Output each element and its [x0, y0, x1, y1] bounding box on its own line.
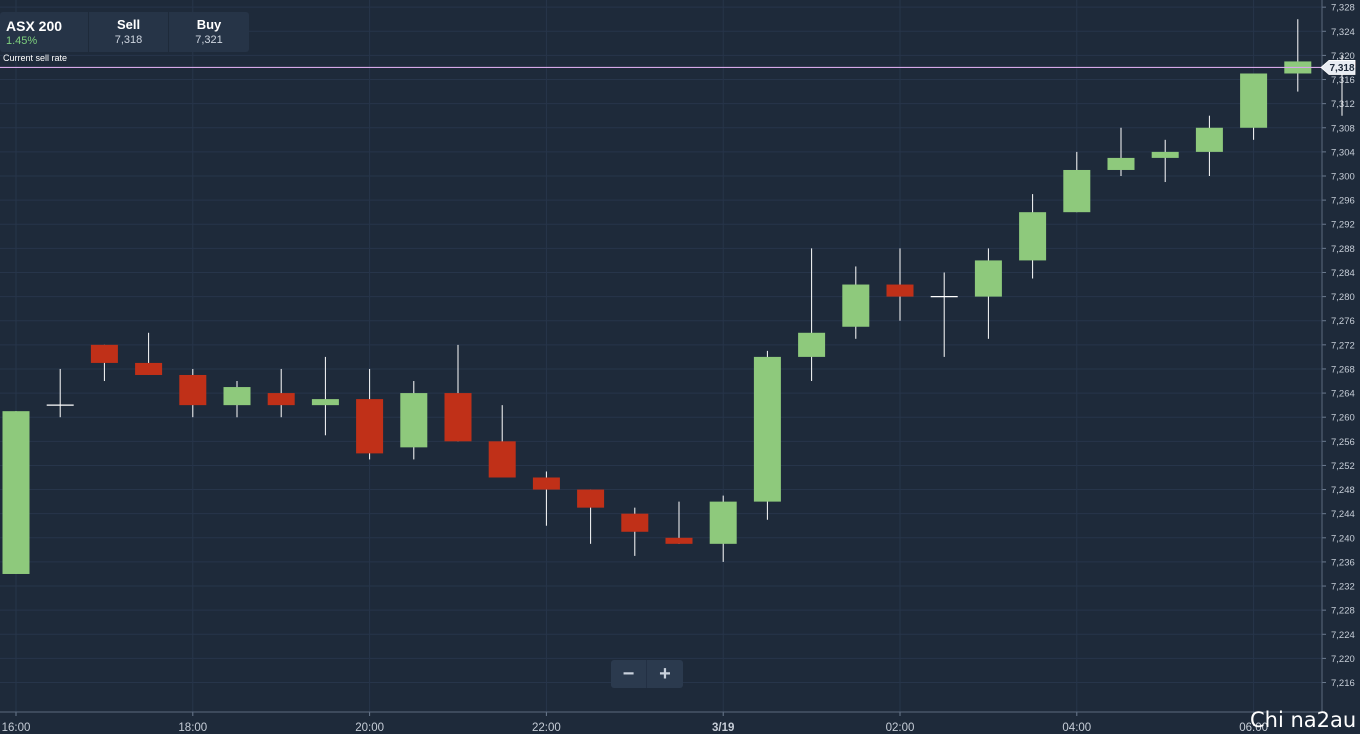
y-axis-tick-label: 7,316 — [1331, 75, 1355, 86]
candle-body-up[interactable] — [1063, 169, 1091, 213]
current-price-marker — [1320, 60, 1356, 75]
zoom-controls: − + — [611, 660, 683, 688]
x-axis-tick-label: 06:00 — [1239, 722, 1268, 734]
zoom-out-button[interactable]: − — [611, 660, 647, 688]
x-axis-tick-label: 20:00 — [355, 722, 384, 734]
candle-body-up[interactable] — [400, 393, 428, 448]
sell-price: 7,318 — [114, 34, 143, 46]
sell-button[interactable]: Sell 7,318 — [89, 12, 169, 52]
candle-body-up[interactable] — [1151, 151, 1179, 158]
instrument-change-percent: 1.45% — [6, 35, 38, 47]
y-axis-tick-label: 7,260 — [1331, 413, 1355, 424]
y-axis-tick-label: 7,284 — [1331, 268, 1355, 279]
candle-body-down[interactable] — [179, 374, 207, 406]
candle-body-up[interactable] — [974, 260, 1002, 297]
candle-body-up[interactable] — [223, 387, 251, 406]
y-axis-tick-label: 7,308 — [1331, 123, 1355, 134]
sell-label: Sell — [116, 17, 141, 32]
y-axis-tick-label: 7,312 — [1331, 99, 1355, 110]
x-axis-tick-label: 02:00 — [886, 722, 915, 734]
y-axis-tick-label: 7,324 — [1331, 27, 1355, 38]
candle-body-up[interactable] — [1107, 157, 1135, 170]
y-axis-tick-label: 7,328 — [1331, 3, 1355, 14]
x-axis-tick-label: 16:00 — [2, 722, 31, 734]
candle-body-down[interactable] — [665, 537, 693, 544]
y-axis-tick-label: 7,296 — [1331, 196, 1355, 207]
y-axis-tick-label: 7,288 — [1331, 244, 1355, 255]
instrument-name: ASX 200 — [6, 18, 63, 34]
y-axis-tick-label: 7,228 — [1331, 606, 1355, 617]
candle-body-down[interactable] — [577, 489, 605, 508]
y-axis-tick-label: 7,264 — [1331, 389, 1355, 400]
x-axis-tick-label: 04:00 — [1062, 722, 1091, 734]
y-axis-tick-label: 7,248 — [1331, 485, 1355, 496]
x-axis-tick-label: 3/19 — [712, 722, 734, 734]
y-axis-tick-label: 7,224 — [1331, 630, 1355, 641]
y-axis-tick-label: 7,216 — [1331, 678, 1355, 689]
y-axis-tick-label: 7,276 — [1331, 316, 1355, 327]
y-axis-tick-label: 7,304 — [1331, 147, 1355, 158]
y-axis-tick-label: 7,220 — [1331, 654, 1355, 665]
current-sell-rate-caption: Current sell rate — [3, 53, 68, 63]
y-axis-tick-label: 7,268 — [1331, 364, 1355, 375]
current-price-marker-label: 7,318 — [1329, 63, 1354, 74]
candle-body-up[interactable] — [709, 501, 737, 544]
instrument-cell[interactable]: ASX 200 1.45% — [0, 12, 89, 52]
candle-body-up[interactable] — [798, 332, 826, 357]
y-axis-tick-label: 7,252 — [1331, 461, 1355, 472]
candle-body-up[interactable] — [1240, 73, 1268, 128]
watermark-text: Chi na2au — [1250, 708, 1357, 732]
y-axis-tick-label: 7,256 — [1331, 437, 1355, 448]
y-axis-tick-label: 7,300 — [1331, 172, 1355, 183]
y-axis-tick-label: 7,280 — [1331, 292, 1355, 303]
x-axis-tick-label: 18:00 — [178, 722, 207, 734]
candle-body-up[interactable] — [753, 356, 781, 502]
candle-body-down[interactable] — [444, 393, 472, 442]
candle-body-up[interactable] — [311, 399, 339, 406]
candle-body-down[interactable] — [135, 362, 163, 375]
instrument-info-panel: ASX 200 1.45% Sell 7,318 Buy 7,321 — [0, 12, 249, 52]
candle-body-down[interactable] — [356, 399, 384, 454]
candle-body-down[interactable] — [90, 344, 118, 363]
y-axis-tick-label: 7,236 — [1331, 557, 1355, 568]
x-axis-tick-label: 22:00 — [532, 722, 561, 734]
y-axis-tick-label: 7,320 — [1331, 51, 1355, 62]
y-axis-tick-label: 7,292 — [1331, 220, 1355, 231]
candle-body-up[interactable] — [1019, 212, 1047, 261]
candle-body-down[interactable] — [267, 393, 295, 406]
buy-price: 7,321 — [195, 34, 223, 46]
buy-label: Buy — [196, 17, 222, 32]
candle-body-down[interactable] — [621, 513, 649, 532]
candle-body-up[interactable] — [1195, 127, 1223, 152]
y-axis-tick-label: 7,240 — [1331, 533, 1355, 544]
y-axis-tick-label: 7,244 — [1331, 509, 1355, 520]
candle-body-up[interactable] — [842, 284, 870, 327]
candle-body-down[interactable] — [532, 477, 560, 490]
candle-body-up[interactable] — [2, 411, 30, 574]
candle-body-down[interactable] — [488, 441, 516, 478]
candle-body-down[interactable] — [886, 284, 914, 297]
y-axis-tick-label: 7,232 — [1331, 582, 1355, 593]
buy-button[interactable]: Buy 7,321 — [169, 12, 249, 52]
y-axis-tick-label: 7,272 — [1331, 340, 1355, 351]
zoom-in-button[interactable]: + — [659, 663, 671, 685]
